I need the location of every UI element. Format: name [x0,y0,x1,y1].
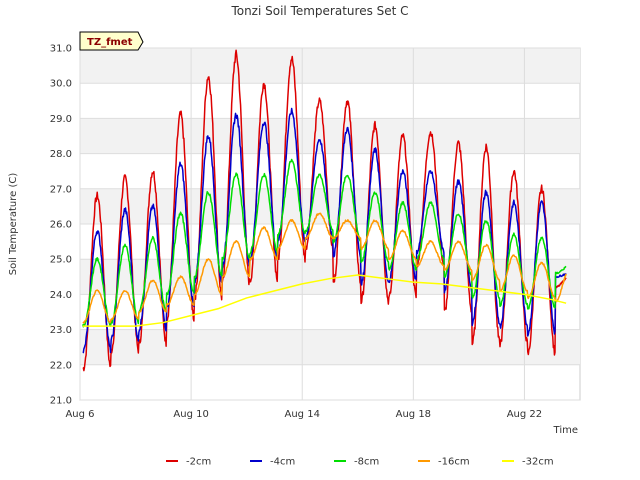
series-line-16cm [82,212,567,324]
station-badge: TZ_fmet [79,31,144,51]
x-tick-label: Aug 22 [507,409,542,420]
y-tick-label: 30.0 [50,79,72,90]
y-tick-label: 22.0 [50,360,72,371]
legend-label: -16cm [438,457,470,468]
legend-label: -2cm [186,457,211,468]
x-tick-label: Aug 6 [65,409,94,420]
y-tick-labels: 21.0 22.0 23.0 24.0 25.0 26.0 27.0 28.0 29.0 30.0… [50,44,72,407]
station-badge-label: TZ_fmet [87,37,133,48]
grid-band [80,118,580,154]
y-tick-label: 24.0 [50,290,72,301]
legend-label: -32cm [522,457,554,468]
y-tick-label: 25.0 [50,255,72,266]
grid-lines [79,47,580,401]
x-tick-label: Aug 10 [173,409,208,420]
x-tick-label: Aug 18 [396,409,431,420]
y-tick-label: 31.0 [50,44,72,55]
legend-label: -8cm [354,457,379,468]
series-line-8cm [82,158,567,328]
y-axis-title: Soil Temperature (C) [8,173,19,276]
y-tick-label: 28.0 [50,149,72,160]
series-line-2cm [82,49,567,372]
grid-band [80,329,580,365]
station-badge-box [79,31,144,51]
grid-band [80,188,580,224]
series-line-4cm [82,107,567,354]
legend: -2cm -4cm -8cm -16cm -32cm [166,457,554,468]
y-tick-label: 21.0 [50,396,72,407]
y-tick-label: 27.0 [50,184,72,195]
chart-title: Tonzi Soil Temperatures Set C [230,4,408,18]
y-tick-label: 29.0 [50,114,72,125]
x-tick-label: Aug 14 [285,409,320,420]
series-line-32cm [82,274,567,327]
legend-label: -4cm [270,457,295,468]
series-lines [82,49,567,372]
x-axis-title: Time [553,425,578,436]
y-tick-label: 23.0 [50,325,72,336]
grid-band [80,48,580,84]
x-tick-labels: Aug 6 Aug 10 Aug 14 Aug 18 Aug 22 [65,409,542,420]
y-tick-label: 26.0 [50,220,72,231]
